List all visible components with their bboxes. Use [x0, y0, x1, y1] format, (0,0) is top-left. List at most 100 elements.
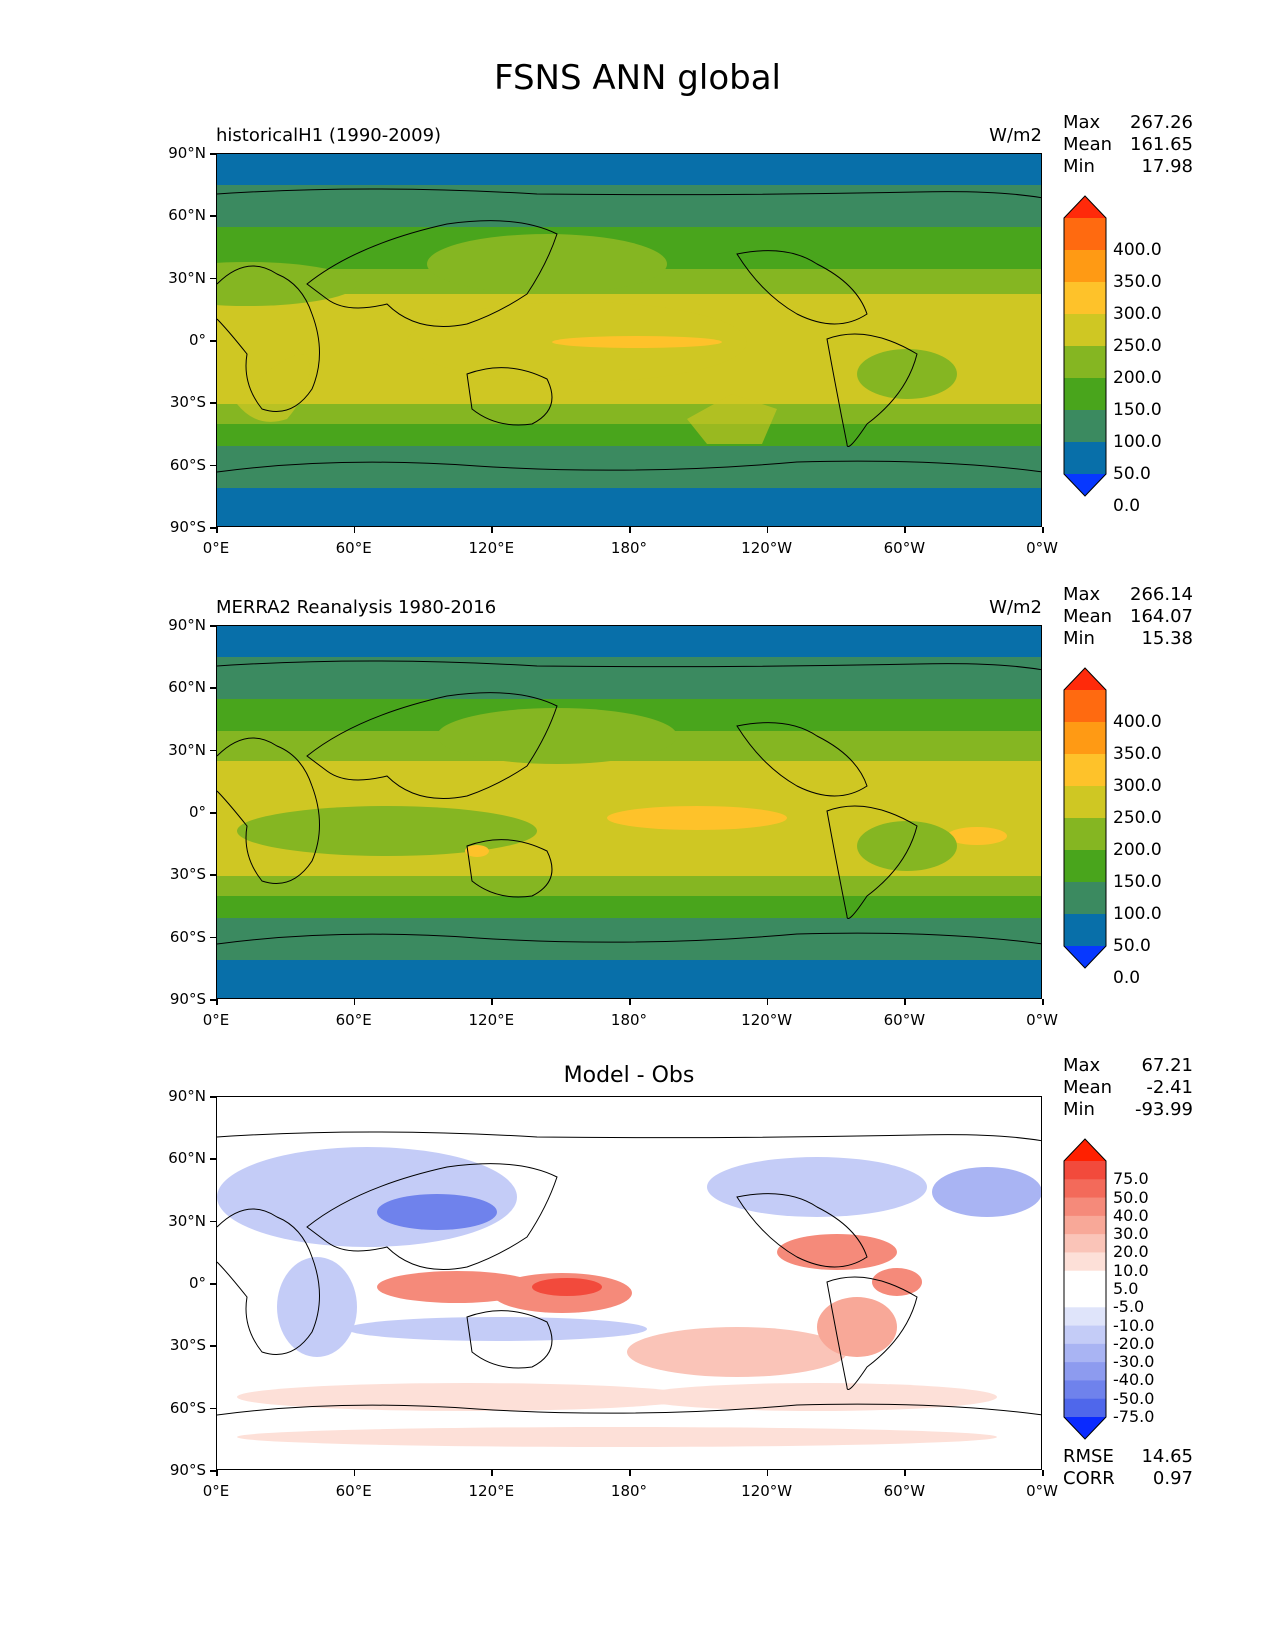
- lon-tick-label: 60°E: [335, 1011, 372, 1029]
- map-field: [217, 1097, 1041, 1469]
- colorbar-tick-label: 10.0: [1113, 1260, 1149, 1280]
- colorbar-segment: [1064, 882, 1106, 915]
- panel-title: Model - Obs: [563, 1063, 695, 1088]
- panel-units: W/m2: [989, 125, 1042, 146]
- lon-tick-label: 180°: [610, 1011, 648, 1029]
- stats-box: Max 266.14 Mean 164.07 Min 15.38: [1063, 584, 1193, 650]
- stat-value: 164.07: [1130, 606, 1193, 627]
- lon-tick-label: 0°W: [1026, 1482, 1058, 1500]
- stat-label: Min: [1063, 1099, 1095, 1120]
- stat-value: 17.98: [1141, 156, 1193, 177]
- lon-tick-mark: [216, 999, 218, 1005]
- colorbar-graphic: [1063, 1138, 1107, 1440]
- colorbar-segment: [1064, 690, 1106, 723]
- lon-tick-mark: [904, 1470, 906, 1476]
- lat-tick-mark: [210, 464, 216, 467]
- colorbar-tick-label: 150.0: [1113, 872, 1162, 892]
- lat-tick-label: 30°S: [169, 1336, 206, 1355]
- lat-tick-label: 90°N: [168, 144, 206, 162]
- lat-tick-label: 60°N: [168, 678, 206, 697]
- lat-tick-label: 90°S: [169, 990, 206, 1008]
- lat-tick-label: 30°N: [168, 740, 206, 759]
- lon-tick-label: 60°W: [883, 1482, 926, 1500]
- lat-tick-label: 30°N: [168, 268, 206, 287]
- lon-tick-mark: [1042, 999, 1044, 1005]
- lon-tick-label: 0°W: [1026, 1011, 1058, 1029]
- lat-tick-mark: [210, 749, 216, 752]
- colorbar-extend-max: [1064, 1139, 1106, 1161]
- lon-tick-mark: [766, 527, 769, 533]
- colorbar-tick-label: 50.0: [1113, 936, 1151, 956]
- colorbar-segment: [1064, 818, 1106, 851]
- colorbar-segment: [1064, 1161, 1106, 1180]
- colorbar-segment: [1064, 1270, 1106, 1290]
- lat-tick-label: 0°: [188, 1274, 206, 1292]
- colorbar-segment: [1064, 1380, 1106, 1400]
- lon-tick-label: 0°E: [202, 1482, 230, 1500]
- lon-tick-mark: [629, 999, 631, 1005]
- colorbar-graphic: [1063, 195, 1107, 497]
- stat-label: Mean: [1063, 134, 1113, 155]
- colorbar-tick-label: 0.0: [1113, 968, 1141, 988]
- lat-tick-mark: [210, 1283, 216, 1285]
- stat-value: 14.65: [1141, 1446, 1193, 1467]
- colorbar-segment: [1064, 1197, 1106, 1217]
- colorbar-extend-min: [1064, 946, 1106, 968]
- lat-tick-mark: [210, 625, 216, 627]
- panel-title: historicalH1 (1990-2009): [216, 125, 442, 146]
- colorbar-tick-label: 300.0: [1113, 776, 1162, 796]
- colorbar-tick-label: -20.0: [1113, 1333, 1155, 1353]
- lon-tick-mark: [491, 527, 493, 533]
- colorbar-segment: [1064, 1252, 1106, 1272]
- lon-tick-label: 0°E: [202, 1011, 230, 1029]
- stat-label: Mean: [1063, 606, 1113, 627]
- colorbar: 400.0 350.0 300.0 250.0 200.0 150.0 100.0 50.0 0…: [1063, 667, 1203, 988]
- lat-tick-mark: [210, 1407, 216, 1410]
- colorbar-segment: [1064, 282, 1106, 315]
- lon-tick-mark: [904, 527, 906, 533]
- lat-tick-mark: [210, 874, 216, 876]
- stat-label: Mean: [1063, 1077, 1113, 1098]
- stat-label: Min: [1063, 156, 1095, 177]
- lon-tick-mark: [629, 527, 631, 533]
- lat-tick-label: 60°N: [168, 206, 206, 225]
- colorbar-tick-label: -40.0: [1113, 1370, 1155, 1390]
- colorbar-segment: [1064, 1234, 1106, 1253]
- colorbar-tick-label: 200.0: [1113, 840, 1162, 860]
- colorbar-tick-label: -30.0: [1113, 1352, 1155, 1372]
- lon-tick-label: 120°E: [468, 539, 515, 557]
- lat-tick-label: 60°S: [169, 455, 206, 474]
- colorbar-segment: [1064, 850, 1106, 883]
- lon-tick-label: 120°W: [741, 539, 793, 557]
- colorbar-tick-label: -5.0: [1113, 1297, 1145, 1317]
- lon-tick-mark: [766, 1470, 769, 1476]
- colorbar-segment: [1064, 410, 1106, 443]
- stat-label: RMSE: [1063, 1446, 1114, 1467]
- colorbar-segment: [1064, 442, 1106, 475]
- lat-tick-mark: [210, 1096, 216, 1098]
- map-plot: [216, 1096, 1042, 1470]
- stats-box: Max 67.21 Mean -2.41 Min -93.99: [1063, 1055, 1193, 1121]
- stat-value: -93.99: [1134, 1099, 1193, 1120]
- lon-tick-label: 120°W: [741, 1011, 793, 1029]
- lat-tick-label: 0°: [188, 803, 206, 821]
- lon-tick-label: 120°W: [741, 1482, 793, 1500]
- lon-tick-mark: [353, 999, 356, 1005]
- colorbar-segment: [1064, 914, 1106, 947]
- lon-tick-mark: [491, 999, 493, 1005]
- lat-tick-label: 0°: [188, 331, 206, 349]
- panel-units: W/m2: [989, 597, 1042, 618]
- colorbar-tick-label: 30.0: [1113, 1224, 1149, 1244]
- lat-tick-mark: [210, 812, 216, 814]
- lat-tick-label: 60°S: [169, 1398, 206, 1417]
- stat-label: Min: [1063, 628, 1095, 649]
- lon-tick-label: 60°E: [335, 1482, 372, 1500]
- stat-value: 266.14: [1130, 584, 1193, 605]
- lon-tick-label: 180°: [610, 1482, 648, 1500]
- lon-tick-mark: [353, 1470, 356, 1476]
- lon-tick-label: 180°: [610, 539, 648, 557]
- colorbar-tick-label: 100.0: [1113, 904, 1162, 924]
- lat-tick-mark: [210, 277, 216, 280]
- lon-tick-mark: [216, 527, 218, 533]
- colorbar-segment: [1064, 754, 1106, 787]
